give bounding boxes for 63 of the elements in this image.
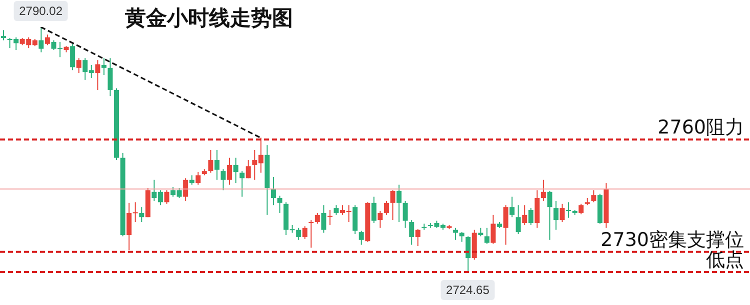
candlestick xyxy=(208,149,214,174)
candlestick xyxy=(371,196,376,224)
candlestick xyxy=(591,190,596,203)
candlestick xyxy=(402,200,408,228)
candlestick xyxy=(540,179,546,202)
candlestick xyxy=(553,200,558,230)
candlestick xyxy=(390,190,396,221)
candlestick xyxy=(308,220,314,248)
annotation: 2790.02 xyxy=(19,4,63,18)
candlestick xyxy=(490,214,496,244)
candlestick xyxy=(560,203,565,223)
candlestick xyxy=(384,200,389,216)
candlestick xyxy=(409,220,414,246)
candlestick xyxy=(246,160,251,179)
candlestick xyxy=(1,30,6,41)
candlestick xyxy=(240,170,245,198)
candlestick xyxy=(302,226,308,240)
candlestick xyxy=(214,149,220,180)
candlestick xyxy=(44,34,50,46)
candlestick xyxy=(503,204,508,246)
candlestick xyxy=(220,168,226,191)
annotation: 2724.65 xyxy=(446,283,490,297)
candlestick xyxy=(321,204,326,234)
candlestick xyxy=(510,196,515,218)
candlestick xyxy=(132,202,138,223)
candlestick xyxy=(296,227,302,240)
candlestick xyxy=(277,195,282,214)
candlestick xyxy=(522,204,528,226)
candlestick xyxy=(528,208,534,226)
ref-line-label: 低点 xyxy=(706,249,744,271)
candlestick xyxy=(183,178,188,202)
candlestick xyxy=(233,157,238,184)
candlestick xyxy=(378,210,383,228)
candlestick xyxy=(227,157,232,186)
candlestick xyxy=(358,230,364,246)
ref-line-label: 2760阻力 xyxy=(658,116,744,138)
candlestick xyxy=(396,184,402,223)
candlestick xyxy=(566,202,572,218)
chart-title: 黄金小时线走势图 xyxy=(125,4,293,32)
candlestick xyxy=(164,190,170,204)
candlestick xyxy=(547,190,552,240)
candlestick xyxy=(334,204,339,216)
candlestick xyxy=(196,172,201,186)
candlestick xyxy=(126,202,132,251)
candlestick xyxy=(415,228,420,247)
candlestick xyxy=(101,58,106,76)
candlestick xyxy=(352,204,358,235)
candlestick xyxy=(38,27,44,53)
candlestick xyxy=(466,236,471,272)
candlestick xyxy=(578,203,584,215)
candlestick xyxy=(70,43,76,71)
candlestick xyxy=(76,58,82,74)
candlestick xyxy=(314,212,320,224)
candlestick xyxy=(95,60,100,90)
candlestick xyxy=(484,227,490,244)
ref-line-label: 2730密集支撑位 xyxy=(600,228,744,251)
candlestick xyxy=(327,210,332,226)
candlestick xyxy=(108,58,113,97)
candlestick xyxy=(453,227,458,240)
candlestick xyxy=(139,206,144,223)
candlestick xyxy=(189,174,194,186)
candlestick xyxy=(516,204,521,235)
candlestick xyxy=(270,176,276,206)
